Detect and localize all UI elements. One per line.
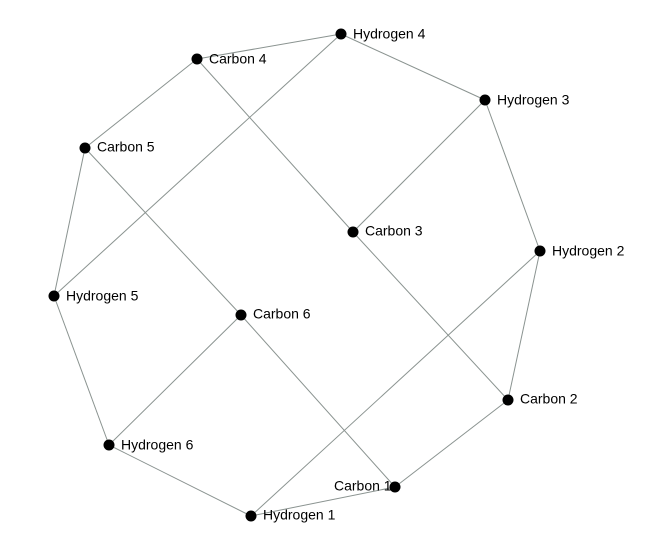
node-h1[interactable]: Hydrogen 1 <box>245 507 336 523</box>
edge-h2-c2 <box>507 250 541 401</box>
edge-c3-c2 <box>352 231 509 401</box>
edge-c6-c1 <box>240 314 396 488</box>
edge-c4-c5 <box>84 58 198 149</box>
edge-h3-c3 <box>352 99 486 233</box>
node-label-c6: Carbon 6 <box>253 306 311 322</box>
node-dot-c6[interactable] <box>235 309 247 321</box>
node-dot-h6[interactable] <box>103 439 115 451</box>
node-label-c1: Carbon 1 <box>334 478 392 494</box>
node-dot-c5[interactable] <box>79 142 91 154</box>
node-dot-h5[interactable] <box>48 290 60 302</box>
node-c1[interactable]: Carbon 1 <box>334 478 401 494</box>
edge-c1-h1 <box>250 486 396 517</box>
edge-h5-h6 <box>53 295 110 446</box>
node-label-c4: Carbon 4 <box>209 51 267 67</box>
edge-h6-h1 <box>108 444 252 517</box>
node-dot-c3[interactable] <box>347 226 359 238</box>
node-label-c3: Carbon 3 <box>365 223 423 239</box>
node-h5[interactable]: Hydrogen 5 <box>48 288 139 304</box>
node-c3[interactable]: Carbon 3 <box>347 223 423 239</box>
edge-h3-h2 <box>484 99 541 252</box>
node-dot-h3[interactable] <box>479 94 491 106</box>
node-label-h6: Hydrogen 6 <box>121 437 194 453</box>
node-h6[interactable]: Hydrogen 6 <box>103 437 194 453</box>
edge-c4-c3 <box>196 58 354 233</box>
node-c2[interactable]: Carbon 2 <box>502 391 578 407</box>
node-dot-h2[interactable] <box>534 245 546 257</box>
edge-c6-h6 <box>108 314 242 446</box>
edge-c5-h5 <box>53 147 86 297</box>
node-dot-c1[interactable] <box>389 481 401 493</box>
node-dot-c4[interactable] <box>191 53 203 65</box>
edge-c5-c6 <box>84 147 242 316</box>
node-label-c2: Carbon 2 <box>520 391 578 407</box>
node-dot-c2[interactable] <box>502 394 514 406</box>
node-label-c5: Carbon 5 <box>97 139 155 155</box>
node-layer: Carbon 1 Carbon 2 Carbon 3 Carbon 4 Carbon 5… <box>48 26 625 523</box>
node-label-h3: Hydrogen 3 <box>497 92 570 108</box>
node-label-h1: Hydrogen 1 <box>263 507 336 523</box>
node-c5[interactable]: Carbon 5 <box>79 139 155 155</box>
edge-h4-c4 <box>196 33 342 60</box>
edge-h4-h3 <box>340 33 486 101</box>
edge-c2-c1 <box>394 399 509 488</box>
node-h3[interactable]: Hydrogen 3 <box>479 92 570 108</box>
node-c6[interactable]: Carbon 6 <box>235 306 311 322</box>
node-label-h2: Hydrogen 2 <box>552 243 625 259</box>
node-c4[interactable]: Carbon 4 <box>191 51 267 67</box>
node-label-h5: Hydrogen 5 <box>66 288 139 304</box>
edge-h2-h1 <box>250 250 541 517</box>
node-h2[interactable]: Hydrogen 2 <box>534 243 625 259</box>
edge-h4-h5 <box>53 33 342 297</box>
node-dot-h1[interactable] <box>245 510 257 522</box>
node-dot-h4[interactable] <box>335 28 347 40</box>
edge-layer <box>53 33 541 517</box>
node-label-h4: Hydrogen 4 <box>353 26 426 42</box>
node-h4[interactable]: Hydrogen 4 <box>335 26 426 42</box>
